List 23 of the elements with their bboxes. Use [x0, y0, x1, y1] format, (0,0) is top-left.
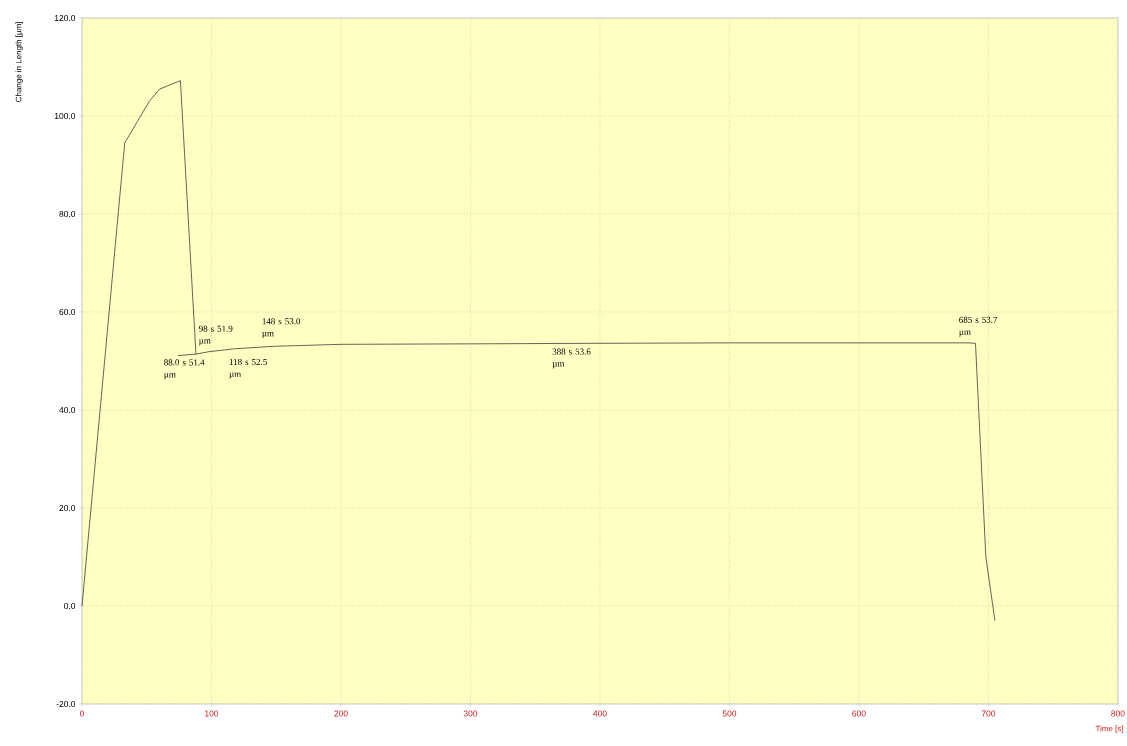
annotation: 88.0 s 51.4 µm	[164, 359, 205, 380]
y-tick-label: -20.0	[56, 701, 76, 707]
annotation: 685 s 53.7 µm	[959, 316, 998, 337]
x-tick-label: 400	[593, 710, 607, 717]
x-tick-label: 100	[205, 710, 219, 717]
y-tick-label: 100.0	[54, 113, 76, 119]
y-tick-label: 60.0	[59, 309, 76, 315]
annotation: 98 s 51.9 µm	[198, 325, 233, 346]
y-tick-label: 0.0	[64, 603, 76, 609]
x-tick-label: 600	[852, 710, 866, 717]
x-tick-label: 500	[722, 710, 737, 717]
y-tick-label: 80.0	[59, 211, 76, 217]
x-tick-label: 800	[1111, 710, 1125, 717]
annotation: 118 s 52.5 µm	[229, 358, 267, 379]
annotation: 388 s 53.6 µm	[552, 348, 591, 369]
y-tick-label: 20.0	[59, 505, 76, 511]
x-tick-label: 200	[334, 710, 348, 717]
x-tick-label: 300	[463, 710, 478, 717]
x-tick-label: 0	[79, 710, 85, 717]
y-tick-label: 120.0	[54, 15, 76, 21]
y-tick-label: 40.0	[59, 407, 76, 413]
annotation: 148 s 53.0 µm	[262, 318, 301, 339]
x-tick-label: 700	[981, 710, 996, 717]
